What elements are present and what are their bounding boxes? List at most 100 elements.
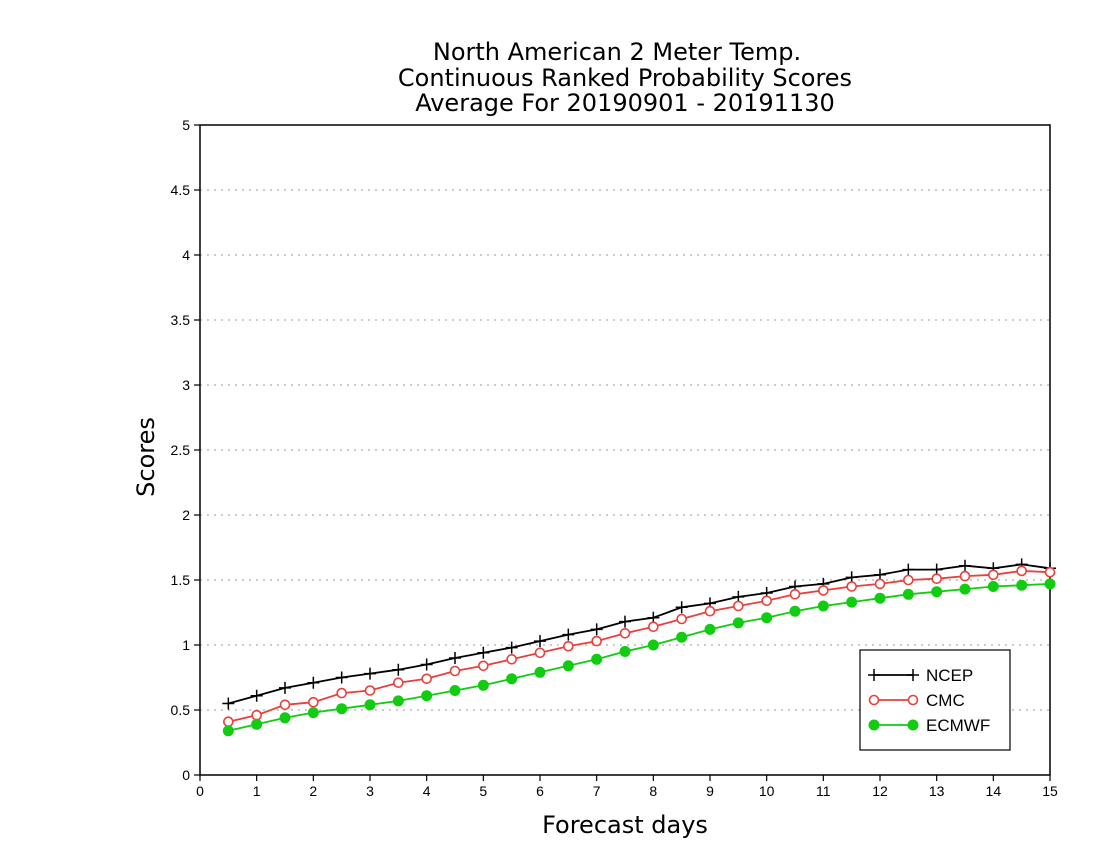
data-point-cmc (648, 621, 659, 633)
data-point-ecmwf (307, 707, 319, 719)
data-point-ecmwf (251, 718, 263, 730)
data-point-ncep (590, 623, 603, 636)
data-point-ncep (675, 601, 688, 614)
data-point-ncep (477, 646, 490, 659)
y-tick-label: 4.5 (171, 182, 191, 198)
data-point-ncep (505, 641, 518, 654)
data-point-cmc (704, 605, 716, 617)
data-point-ecmwf (392, 695, 404, 707)
data-point-ncep (307, 676, 320, 689)
y-tick-label: 5 (182, 117, 190, 133)
data-point-ncep (534, 635, 546, 648)
data-point-cmc (223, 716, 234, 728)
data-point-ecmwf (222, 725, 234, 737)
x-tick-label: 4 (423, 783, 431, 799)
legend-marker (868, 719, 880, 731)
legend-item-ncep: NCEP (868, 666, 973, 685)
x-tick-label: 2 (309, 783, 317, 799)
data-point-ecmwf (874, 592, 886, 604)
x-tick-label: 3 (366, 783, 374, 799)
data-point-cmc (818, 585, 829, 596)
data-point-ecmwf (1016, 579, 1028, 591)
data-point-ecmwf (562, 660, 574, 672)
title-line-1: North American 2 Meter Temp. (433, 38, 801, 66)
data-point-cmc (449, 665, 461, 677)
data-point-ncep (335, 671, 348, 684)
data-point-ncep (562, 628, 575, 641)
x-tick-label: 14 (986, 783, 1002, 799)
data-point-ecmwf (506, 673, 518, 685)
data-point-cmc (308, 696, 319, 708)
data-point-ncep (449, 652, 461, 664)
axis-ticks (194, 124, 1051, 781)
y-tick-label: 0.5 (171, 702, 191, 718)
data-point-cmc (733, 600, 744, 612)
data-point-cmc (534, 647, 546, 659)
data-point-ncep (420, 658, 433, 671)
data-point-ecmwf (761, 612, 773, 624)
data-point-ecmwf (619, 646, 631, 657)
y-tick-label: 2.5 (171, 442, 191, 458)
x-tick-labels: 0 1 2 3 4 5 6 7 8 9 10 11 12 13 14 15 (196, 783, 1058, 799)
y-axis-label: Scores (132, 417, 160, 497)
x-tick-label: 9 (706, 783, 714, 799)
data-point-ecmwf (647, 639, 659, 651)
legend-marker (907, 719, 919, 731)
y-tick-label: 3 (182, 377, 190, 393)
x-tick-label: 8 (649, 783, 657, 799)
data-point-ecmwf (676, 631, 688, 643)
data-point-ncep (959, 559, 971, 572)
data-point-ncep (619, 615, 631, 628)
data-point-ecmwf (789, 605, 801, 617)
data-point-cmc (563, 640, 574, 652)
series-ncep (222, 558, 1056, 710)
data-point-cmc (506, 653, 517, 665)
data-point-cmc (336, 687, 347, 699)
data-point-ncep (250, 689, 263, 702)
y-tick-label: 1 (182, 637, 190, 653)
legend-item-cmc: CMC (868, 691, 965, 710)
data-point-ecmwf (336, 703, 348, 715)
data-point-cmc (903, 574, 914, 586)
data-point-cmc (478, 660, 489, 672)
data-point-ecmwf (421, 690, 433, 702)
legend-marker (907, 669, 919, 681)
data-point-cmc (251, 709, 262, 721)
legend-marker (868, 694, 880, 706)
data-point-cmc (619, 627, 631, 639)
series-layer (222, 558, 1056, 737)
data-point-ecmwf (987, 581, 999, 592)
series-cmc (223, 565, 1056, 728)
data-point-ecmwf (817, 600, 829, 612)
data-point-ecmwf (477, 679, 489, 691)
data-point-ecmwf (534, 666, 546, 678)
data-point-cmc (591, 635, 602, 647)
data-point-ecmwf (846, 596, 858, 608)
data-point-cmc (874, 578, 886, 590)
y-tick-label: 0 (182, 767, 190, 783)
y-tick-label: 2 (182, 507, 190, 523)
data-point-cmc (364, 685, 376, 696)
legend-marker (907, 694, 919, 706)
data-point-cmc (988, 569, 999, 581)
title-line-2: Continuous Ranked Probability Scores (398, 64, 852, 92)
y-tick-labels: 0 0.5 1 1.5 2 2.5 3 3.5 4 4.5 5 (171, 117, 191, 783)
x-tick-label: 15 (1042, 783, 1058, 799)
data-point-ecmwf (959, 583, 971, 595)
x-tick-label: 6 (536, 783, 544, 799)
legend-label: NCEP (926, 666, 973, 685)
x-tick-label: 10 (759, 783, 775, 799)
y-tick-label: 1.5 (171, 572, 191, 588)
data-point-cmc (421, 673, 432, 685)
x-tick-label: 0 (196, 783, 204, 799)
data-point-ncep (279, 681, 291, 694)
chart-title: North American 2 Meter Temp. Continuous … (398, 38, 852, 117)
data-point-cmc (789, 588, 801, 600)
y-tick-label: 4 (182, 247, 190, 263)
x-tick-label: 12 (872, 783, 888, 799)
data-point-cmc (959, 570, 971, 582)
legend-label: ECMWF (926, 716, 990, 735)
y-tick-label: 3.5 (171, 312, 191, 328)
data-point-cmc (279, 699, 291, 711)
